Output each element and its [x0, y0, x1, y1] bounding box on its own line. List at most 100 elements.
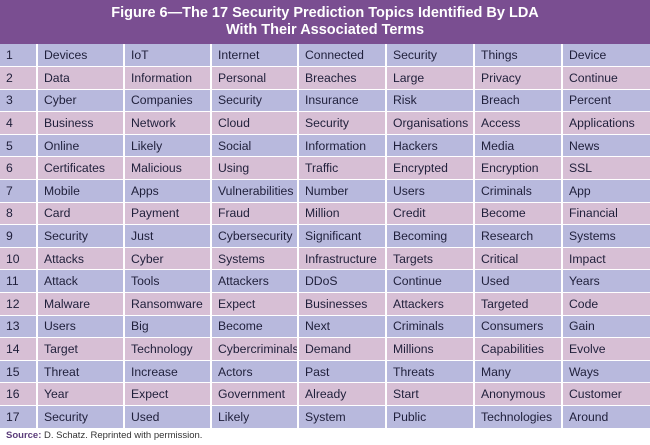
term-cell: Infrastructure [297, 247, 386, 271]
term-cell: Cybersecurity [210, 224, 298, 248]
term-cell: Consumers [473, 315, 562, 339]
table-row: 8 Card Payment Fraud Million Credit Become Fina… [0, 202, 650, 226]
table-row: 1 Devices IoT Internet Connected Security Thin… [0, 44, 650, 68]
topics-table: 1 Devices IoT Internet Connected Security Thin… [0, 44, 650, 429]
table-row: 7 Mobile Apps Vulnerabilities Number Users Cri… [0, 179, 650, 203]
term-cell: Technologies [473, 405, 562, 429]
term-cell: Attackers [385, 292, 474, 316]
term-cell: Access [473, 111, 562, 135]
term-cell: Organisations [385, 111, 474, 135]
term-cell: Security [36, 405, 124, 429]
term-cell: Evolve [561, 337, 650, 361]
term-cell: Actors [210, 360, 298, 384]
table-row: 14 Target Technology Cybercriminals Demand Mi… [0, 337, 650, 361]
term-cell: Criminals [385, 315, 474, 339]
term-cell: Security [36, 224, 124, 248]
term-cell: Systems [210, 247, 298, 271]
topic-number-cell: 4 [0, 111, 37, 135]
term-cell: Cyber [36, 89, 124, 113]
figure-title-line-2: With Their Associated Terms [225, 22, 425, 38]
term-cell: Vulnerabilities [210, 179, 298, 203]
table-row: 6 Certificates Malicious Using Traffic Encryp… [0, 156, 650, 181]
term-cell: Apps [123, 179, 211, 203]
term-cell: Malware [36, 292, 124, 316]
term-cell: Government [210, 382, 298, 406]
term-cell: Capabilities [473, 337, 562, 361]
table-row: 11 Attack Tools Attackers DDoS Continue Used Ye… [0, 269, 650, 294]
term-cell: Hackers [385, 134, 474, 158]
table-row: 3 Cyber Companies Security Insurance Risk Brea… [0, 89, 650, 113]
term-cell: Credit [385, 202, 474, 226]
table-row: 2 Data Information Personal Breaches Large Pri… [0, 66, 650, 90]
topic-number-cell: 10 [0, 247, 37, 271]
term-cell: System [297, 405, 386, 429]
term-cell: Next [297, 315, 386, 339]
term-cell: Becoming [385, 224, 474, 248]
topic-number-cell: 15 [0, 360, 37, 384]
term-cell: Targets [385, 247, 474, 271]
term-cell: Target [36, 337, 124, 361]
table-row: 10 Attacks Cyber Systems Infrastructure Targe… [0, 247, 650, 271]
table-row: 9 Security Just Cybersecurity Significant Bec… [0, 224, 650, 248]
term-cell: Demand [297, 337, 386, 361]
term-cell: Device [561, 44, 650, 68]
term-cell: Tools [123, 269, 211, 294]
term-cell: Threats [385, 360, 474, 384]
term-cell: News [561, 134, 650, 158]
topic-number-cell: 3 [0, 89, 37, 113]
term-cell: Just [123, 224, 211, 248]
term-cell: Online [36, 134, 124, 158]
term-cell: Cyber [123, 247, 211, 271]
term-cell: Expect [123, 382, 211, 406]
topic-number-cell: 7 [0, 179, 37, 203]
term-cell: Fraud [210, 202, 298, 226]
source-text: D. Schatz. Reprinted with permission. [41, 430, 203, 441]
term-cell: Anonymous [473, 382, 562, 406]
topic-number-cell: 8 [0, 202, 37, 226]
table-row: 5 Online Likely Social Information Hackers Med… [0, 134, 650, 158]
term-cell: Devices [36, 44, 124, 68]
term-cell: Many [473, 360, 562, 384]
topic-number-cell: 13 [0, 315, 37, 339]
term-cell: Millions [385, 337, 474, 361]
figure-title-line-1: Figure 6—The 17 Security Prediction Topi… [111, 5, 539, 21]
term-cell: Information [123, 66, 211, 90]
term-cell: Targeted [473, 292, 562, 316]
term-cell: Number [297, 179, 386, 203]
term-cell: DDoS [297, 269, 386, 294]
term-cell: Years [561, 269, 650, 294]
term-cell: Expect [210, 292, 298, 316]
term-cell: IoT [123, 44, 211, 68]
term-cell: Users [36, 315, 124, 339]
term-cell: Network [123, 111, 211, 135]
term-cell: Privacy [473, 66, 562, 90]
term-cell: Business [36, 111, 124, 135]
term-cell: Cloud [210, 111, 298, 135]
term-cell: Research [473, 224, 562, 248]
term-cell: Encryption [473, 156, 562, 181]
term-cell: Already [297, 382, 386, 406]
term-cell: Continue [385, 269, 474, 294]
topic-number-cell: 14 [0, 337, 37, 361]
term-cell: Financial [561, 202, 650, 226]
figure-title: Figure 6—The 17 Security Prediction Topi… [0, 0, 650, 44]
term-cell: Things [473, 44, 562, 68]
term-cell: Likely [123, 134, 211, 158]
term-cell: Security [385, 44, 474, 68]
term-cell: App [561, 179, 650, 203]
term-cell: Mobile [36, 179, 124, 203]
table-row: 12 Malware Ransomware Expect Businesses Attac… [0, 292, 650, 316]
term-cell: Ways [561, 360, 650, 384]
term-cell: Criminals [473, 179, 562, 203]
term-cell: Past [297, 360, 386, 384]
term-cell: Systems [561, 224, 650, 248]
term-cell: Attacks [36, 247, 124, 271]
term-cell: Big [123, 315, 211, 339]
topic-number-cell: 1 [0, 44, 37, 68]
term-cell: Risk [385, 89, 474, 113]
term-cell: Businesses [297, 292, 386, 316]
term-cell: Media [473, 134, 562, 158]
term-cell: Used [123, 405, 211, 429]
term-cell: Year [36, 382, 124, 406]
term-cell: Breach [473, 89, 562, 113]
